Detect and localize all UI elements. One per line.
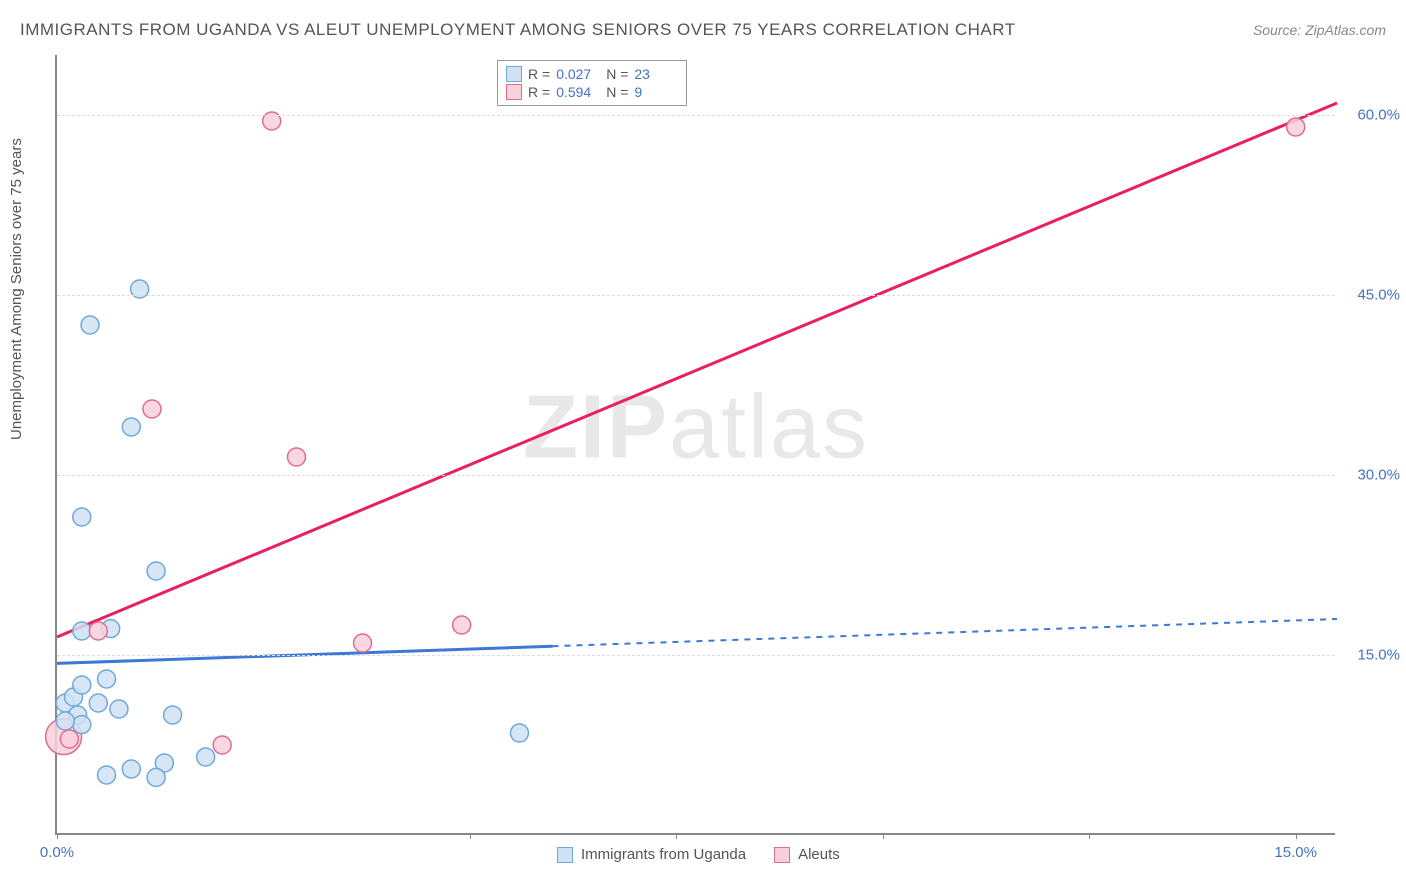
r-val-a: 0.027 bbox=[556, 66, 600, 82]
x-tick-label: 15.0% bbox=[1274, 844, 1317, 861]
n-val-b: 9 bbox=[634, 84, 678, 100]
legend-label-b: Aleuts bbox=[798, 846, 840, 863]
y-tick-label: 60.0% bbox=[1357, 107, 1400, 124]
swatch-a bbox=[506, 66, 522, 82]
n-label-b: N = bbox=[606, 84, 628, 100]
n-label-a: N = bbox=[606, 66, 628, 82]
x-tick bbox=[676, 833, 677, 839]
gridline-h bbox=[57, 655, 1335, 656]
legend-label-a: Immigrants from Uganda bbox=[581, 846, 746, 863]
x-tick bbox=[1089, 833, 1090, 839]
y-tick-label: 45.0% bbox=[1357, 287, 1400, 304]
series-legend: Immigrants from Uganda Aleuts bbox=[557, 846, 840, 863]
stat-legend: R = 0.027 N = 23 R = 0.594 N = 9 bbox=[497, 60, 687, 106]
gridline-h bbox=[57, 475, 1335, 476]
x-tick bbox=[470, 833, 471, 839]
source-label: Source: ZipAtlas.com bbox=[1253, 22, 1386, 38]
legend-item-b: Aleuts bbox=[774, 846, 840, 863]
y-tick-label: 15.0% bbox=[1357, 647, 1400, 664]
plot-svg bbox=[57, 55, 1335, 833]
gridline-h bbox=[57, 115, 1335, 116]
legend-swatch-a bbox=[557, 847, 573, 863]
r-val-b: 0.594 bbox=[556, 84, 600, 100]
stat-row-b: R = 0.594 N = 9 bbox=[506, 83, 678, 101]
x-tick bbox=[1296, 833, 1297, 839]
legend-swatch-b bbox=[774, 847, 790, 863]
n-val-a: 23 bbox=[634, 66, 678, 82]
plot-area: ZIPatlas R = 0.027 N = 23 R = 0.594 N = … bbox=[55, 55, 1335, 835]
swatch-b bbox=[506, 84, 522, 100]
legend-item-a: Immigrants from Uganda bbox=[557, 846, 746, 863]
x-tick bbox=[57, 833, 58, 839]
x-tick bbox=[883, 833, 884, 839]
y-axis-label: Unemployment Among Seniors over 75 years bbox=[8, 138, 25, 440]
stat-row-a: R = 0.027 N = 23 bbox=[506, 65, 678, 83]
gridline-h bbox=[57, 295, 1335, 296]
r-label-b: R = bbox=[528, 84, 550, 100]
y-tick-label: 30.0% bbox=[1357, 467, 1400, 484]
chart-title: IMMIGRANTS FROM UGANDA VS ALEUT UNEMPLOY… bbox=[20, 20, 1016, 40]
r-label-a: R = bbox=[528, 66, 550, 82]
x-tick-label: 0.0% bbox=[40, 844, 74, 861]
